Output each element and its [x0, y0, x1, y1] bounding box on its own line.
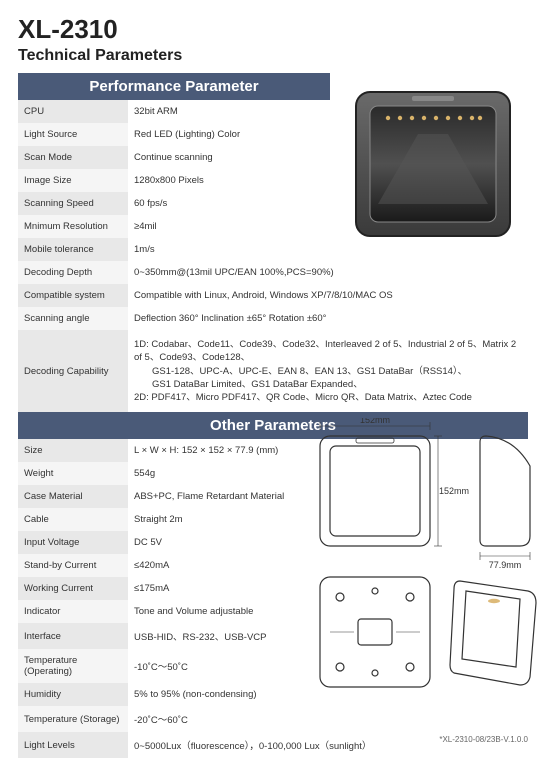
spec-label: Light Levels — [18, 732, 128, 758]
spec-label: Temperature (Operating) — [18, 649, 128, 683]
dim-height: 152mm — [439, 486, 469, 496]
page-subtitle: Technical Parameters — [18, 47, 528, 65]
dim-width: 152mm — [360, 418, 390, 425]
spec-label: Decoding Depth — [18, 261, 128, 284]
spec-label: Weight — [18, 462, 128, 485]
spec-label: Input Voltage — [18, 531, 128, 554]
dim-depth: 77.9mm — [489, 560, 522, 568]
decoding-line: 1D: Codabar、Code11、Code39、Code32、Interle… — [134, 339, 516, 363]
spec-label: Scanning Speed — [18, 192, 128, 215]
model-number: XL-2310 — [18, 14, 528, 45]
front-side-diagram: 152mm 152mm 77.9mm — [314, 418, 540, 568]
spec-label: Scan Mode — [18, 146, 128, 169]
spec-label: Image Size — [18, 169, 128, 192]
spec-label: Mobile tolerance — [18, 238, 128, 261]
spec-label: Scanning angle — [18, 307, 128, 330]
spec-value: -20˚C～60˚C — [128, 706, 528, 732]
spec-value: 1D: Codabar、Code11、Code39、Code32、Interle… — [128, 330, 528, 412]
spec-label: CPU — [18, 100, 128, 123]
product-photo — [348, 84, 518, 244]
spec-value: 0~350mm@(13mil UPC/EAN 100%,PCS=90%) — [128, 261, 528, 284]
spec-label: Humidity — [18, 683, 128, 706]
spec-value: Deflection 360° Inclination ±65° Rotatio… — [128, 307, 528, 330]
spec-label: Interface — [18, 623, 128, 649]
spec-label: Indicator — [18, 600, 128, 623]
spec-label: Light Source — [18, 123, 128, 146]
spec-label: Compatible system — [18, 284, 128, 307]
spec-value: Compatible with Linux, Android, Windows … — [128, 284, 528, 307]
spec-label: Cable — [18, 508, 128, 531]
decoding-line: 2D: PDF417、Micro PDF417、QR Code、Micro QR… — [134, 392, 472, 403]
bottom-perspective-diagram — [314, 573, 540, 697]
footer-version: *XL-2310-08/23B-V.1.0.0 — [439, 735, 528, 744]
decoding-line: GS1 DataBar Limited、GS1 DataBar Expanded… — [134, 379, 363, 390]
spec-label: Case Material — [18, 485, 128, 508]
spec-label: Mnimum Resolution — [18, 215, 128, 238]
dimension-diagrams: 152mm 152mm 77.9mm — [314, 418, 540, 702]
spec-label: Decoding Capability — [18, 330, 128, 412]
spec-label: Stand-by Current — [18, 554, 128, 577]
decoding-line: GS1-128、UPC-A、UPC-E、EAN 8、EAN 13、GS1 Dat… — [134, 366, 467, 377]
performance-section-header: Performance Parameter — [18, 73, 330, 100]
spec-label: Working Current — [18, 577, 128, 600]
spec-label: Size — [18, 439, 128, 462]
spec-label: Temperature (Storage) — [18, 706, 128, 732]
